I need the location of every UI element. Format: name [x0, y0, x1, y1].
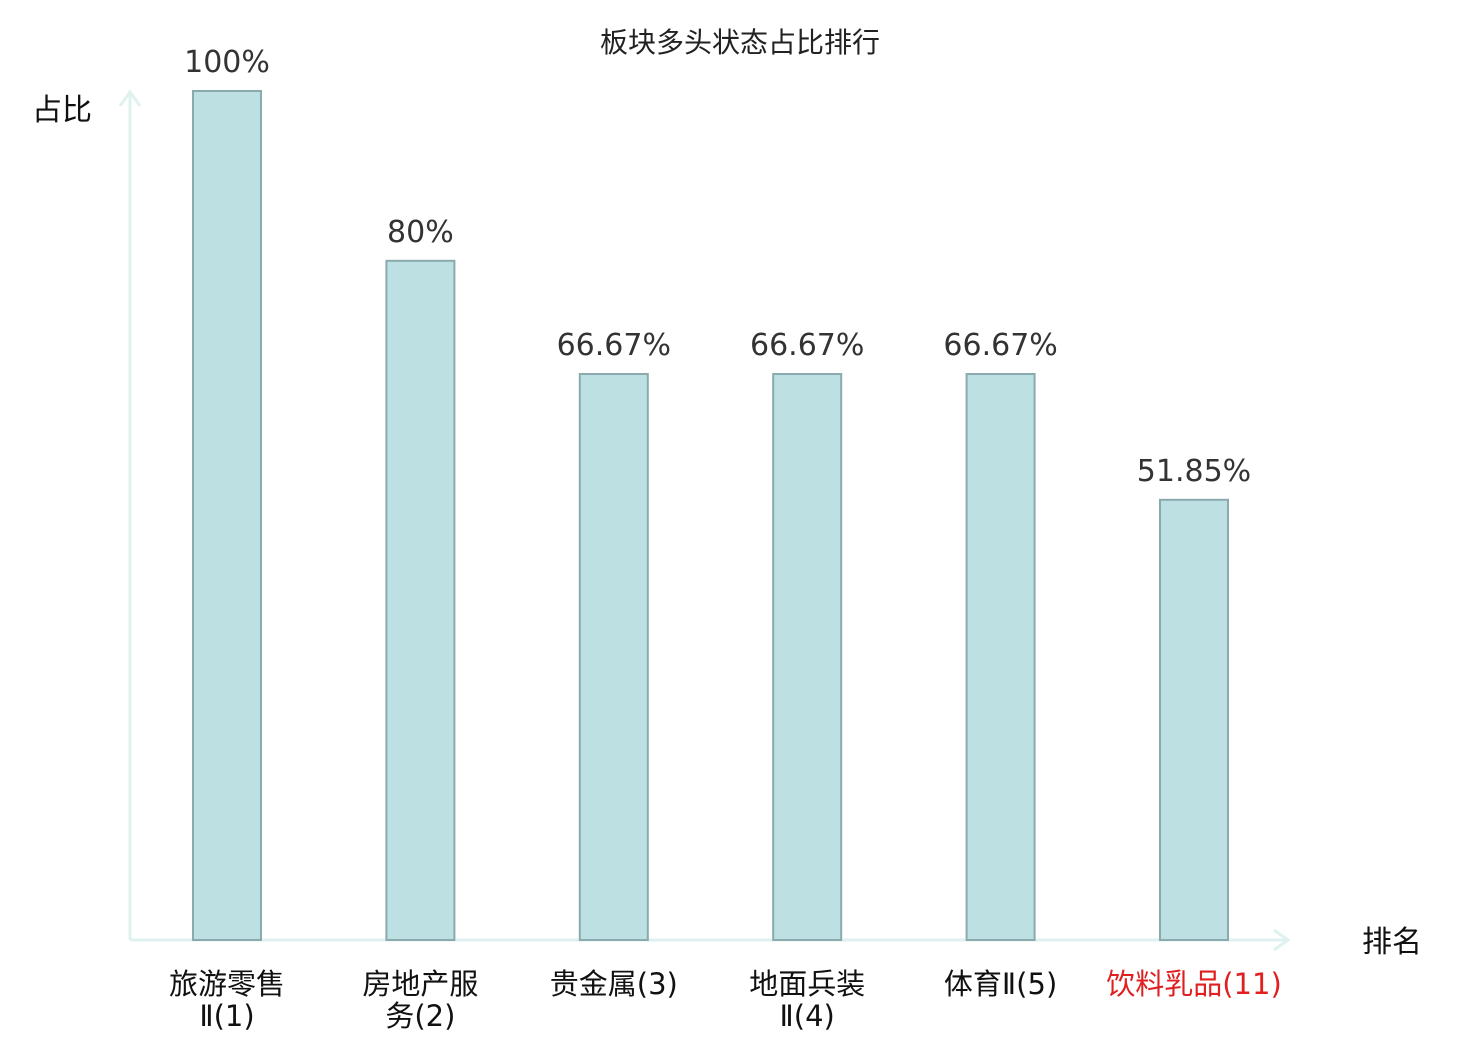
y-axis-arrow-icon	[118, 89, 142, 107]
x-axis-label: 排名	[1362, 925, 1422, 960]
data-label: 100%	[184, 45, 270, 80]
data-label: 66.67%	[943, 328, 1057, 363]
category-label: 体育Ⅱ(5)	[944, 967, 1057, 1001]
data-label: 66.67%	[750, 328, 864, 363]
bar-series	[192, 90, 1229, 941]
category-label: 饮料乳品(11)	[1106, 967, 1282, 1001]
data-label: 51.85%	[1137, 454, 1251, 489]
category-label: 房地产服	[362, 967, 478, 1001]
category-label: Ⅱ(1)	[199, 999, 254, 1033]
x-axis-arrow-icon	[1273, 928, 1291, 952]
category-label: 贵金属(3)	[550, 967, 678, 1001]
bar	[385, 259, 456, 941]
data-label: 66.67%	[557, 328, 671, 363]
category-label: 地面兵装	[749, 967, 865, 1001]
data-labels: 100% 80% 66.67% 66.67% 66.67% 51.85%	[184, 45, 1251, 489]
data-label: 80%	[387, 215, 454, 250]
bar	[1159, 498, 1229, 941]
category-label: 旅游零售	[169, 967, 285, 1001]
bar	[965, 373, 1036, 941]
category-label: Ⅱ(4)	[780, 999, 835, 1033]
category-label: 务(2)	[385, 999, 455, 1033]
bar	[192, 90, 262, 941]
y-axis-label: 占比	[32, 93, 92, 128]
bar	[772, 373, 843, 941]
chart-title: 板块多头状态占比排行	[600, 26, 880, 59]
bar	[578, 373, 649, 941]
